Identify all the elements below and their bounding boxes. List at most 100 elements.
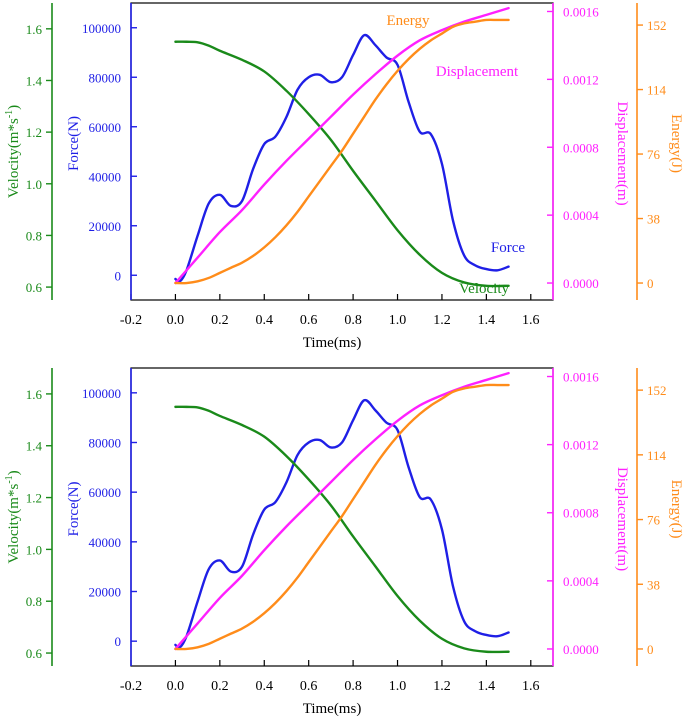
force-tick-label: 40000 bbox=[89, 169, 122, 184]
x-tick-label: 0.2 bbox=[211, 313, 229, 328]
velocity-axis-label-sup: -1 bbox=[4, 110, 15, 118]
displacement-tick-label: 0.0016 bbox=[563, 4, 599, 19]
force-tick-label: 80000 bbox=[89, 70, 122, 85]
x-tick-label: 1.4 bbox=[478, 679, 496, 694]
x-tick-label: 1.2 bbox=[433, 679, 451, 694]
velocity-tick-label: 1.4 bbox=[26, 439, 43, 454]
velocity-tick-label: 0.8 bbox=[26, 594, 42, 609]
x-tick-label: 1.2 bbox=[433, 313, 451, 328]
force-tick-label: 100000 bbox=[82, 386, 121, 401]
x-tick-label: 0.2 bbox=[211, 679, 229, 694]
velocity-tick-label: 1.2 bbox=[26, 491, 42, 506]
energy-axis-label: Energy(J) bbox=[668, 114, 684, 173]
velocity-tick-label: 0.6 bbox=[26, 646, 43, 661]
energy-tick-label: 76 bbox=[647, 147, 661, 162]
energy-axis-label: Energy(J) bbox=[668, 480, 684, 539]
annotation-force: Force bbox=[491, 240, 525, 256]
energy-tick-label: 38 bbox=[647, 577, 660, 592]
series-line-energy bbox=[174, 18, 510, 285]
force-tick-label: 40000 bbox=[89, 535, 122, 550]
displacement-tick-label: 0.0008 bbox=[563, 506, 599, 521]
force-tick-label: 0 bbox=[115, 634, 122, 649]
x-tick-label: 0.4 bbox=[256, 313, 274, 328]
energy-tick-label: 76 bbox=[647, 513, 661, 528]
x-axis-label: Time(ms) bbox=[303, 701, 362, 717]
series-line-force bbox=[174, 398, 510, 649]
force-axis-label: Force(N) bbox=[66, 116, 82, 171]
velocity-tick-label: 1.0 bbox=[26, 542, 42, 557]
velocity-tick-label: 1.2 bbox=[26, 125, 42, 140]
velocity-axis: 0.6 0.8 1.0 1.2 1.4 1.6 bbox=[26, 368, 53, 666]
force-axis: 0 20000 40000 60000 80000 100000 bbox=[82, 368, 137, 666]
displacement-tick-label: 0.0004 bbox=[563, 208, 599, 223]
energy-axis: 0 38 76 114 152 bbox=[636, 368, 667, 666]
displacement-tick-label: 0.0000 bbox=[563, 276, 599, 291]
x-tick-label: 0.8 bbox=[344, 679, 362, 694]
x-tick-label: 0.0 bbox=[167, 313, 185, 328]
displacement-tick-label: 0.0008 bbox=[563, 140, 599, 155]
velocity-tick-label: 1.6 bbox=[26, 387, 43, 402]
annotation-energy: Energy bbox=[386, 13, 430, 29]
force-tick-label: 60000 bbox=[89, 120, 122, 135]
x-tick-label: -0.2 bbox=[120, 313, 142, 328]
velocity-tick-label: 0.6 bbox=[26, 280, 43, 295]
velocity-axis-label-main: Velocity(m*s bbox=[6, 484, 22, 564]
displacement-tick-label: 0.0000 bbox=[563, 642, 599, 657]
x-tick-label: 1.6 bbox=[522, 679, 540, 694]
force-tick-label: 20000 bbox=[89, 219, 122, 234]
energy-tick-label: 0 bbox=[647, 642, 654, 657]
velocity-axis: 0.6 0.8 1.0 1.2 1.4 1.6 bbox=[26, 3, 53, 300]
x-tick-label: 0.6 bbox=[300, 679, 318, 694]
energy-tick-label: 0 bbox=[647, 276, 654, 291]
x-axis-label: Time(ms) bbox=[303, 335, 362, 351]
x-tick-label: 1.4 bbox=[478, 313, 496, 328]
force-tick-label: 80000 bbox=[89, 436, 122, 451]
force-axis-label: Force(N) bbox=[66, 482, 82, 537]
x-tick-label: 1.0 bbox=[389, 313, 407, 328]
series-group bbox=[174, 371, 510, 654]
force-tick-label: 0 bbox=[115, 268, 122, 283]
energy-tick-label: 38 bbox=[647, 212, 660, 227]
x-tick-label: 0.8 bbox=[344, 313, 362, 328]
energy-tick-label: 152 bbox=[647, 383, 667, 398]
displacement-tick-label: 0.0012 bbox=[563, 72, 599, 87]
energy-axis: 0 38 76 114 152 bbox=[636, 3, 667, 300]
velocity-tick-label: 1.4 bbox=[26, 73, 43, 88]
displacement-axis: 0.0000 0.0004 0.0008 0.0012 0.0016 bbox=[547, 3, 599, 300]
displacement-tick-label: 0.0004 bbox=[563, 574, 599, 589]
x-tick-label: -0.2 bbox=[120, 679, 142, 694]
displacement-tick-label: 0.0016 bbox=[563, 370, 599, 385]
x-tick-label: 1.0 bbox=[389, 679, 407, 694]
chart-panel-bottom: -0.2 0.0 0.2 0.4 0.6 0.8 1.0 1.2 1.4 1.6 Time(ms) 0… bbox=[4, 367, 684, 717]
velocity-tick-label: 1.6 bbox=[26, 22, 43, 37]
velocity-axis-label-end: ) bbox=[6, 105, 22, 110]
annotation-velocity: Velocity bbox=[459, 281, 509, 297]
series-line-energy bbox=[174, 383, 510, 651]
force-tick-label: 60000 bbox=[89, 485, 122, 500]
chart-panel-top: -0.2 0.0 0.2 0.4 0.6 0.8 1.0 1.2 1.4 1.6 Time(ms) 0… bbox=[4, 2, 684, 351]
series-line-force bbox=[174, 33, 510, 283]
velocity-tick-label: 0.8 bbox=[26, 228, 42, 243]
series-group bbox=[174, 6, 510, 288]
displacement-axis-label: Displacement(m) bbox=[614, 467, 630, 571]
x-tick-label: 1.6 bbox=[522, 313, 540, 328]
velocity-tick-label: 1.0 bbox=[26, 177, 42, 192]
x-tick-label: 0.6 bbox=[300, 313, 318, 328]
force-tick-label: 20000 bbox=[89, 585, 122, 600]
energy-tick-label: 152 bbox=[647, 18, 667, 33]
velocity-axis-label-sup: -1 bbox=[4, 475, 15, 483]
displacement-tick-label: 0.0012 bbox=[563, 438, 599, 453]
force-axis: 0 20000 40000 60000 80000 100000 bbox=[82, 3, 137, 300]
velocity-axis-label: Velocity(m*s-1) bbox=[4, 470, 22, 563]
energy-tick-label: 114 bbox=[647, 448, 667, 463]
x-tick-label: 0.4 bbox=[256, 679, 274, 694]
displacement-axis-label: Displacement(m) bbox=[614, 101, 630, 205]
velocity-axis-label-main: Velocity(m*s bbox=[6, 118, 22, 198]
velocity-axis-label-end: ) bbox=[6, 470, 22, 475]
x-tick-label: 0.0 bbox=[167, 679, 185, 694]
velocity-axis-label: Velocity(m*s-1) bbox=[4, 105, 22, 198]
force-tick-label: 100000 bbox=[82, 21, 121, 36]
annotation-displacement: Displacement bbox=[436, 64, 519, 80]
energy-tick-label: 114 bbox=[647, 83, 667, 98]
